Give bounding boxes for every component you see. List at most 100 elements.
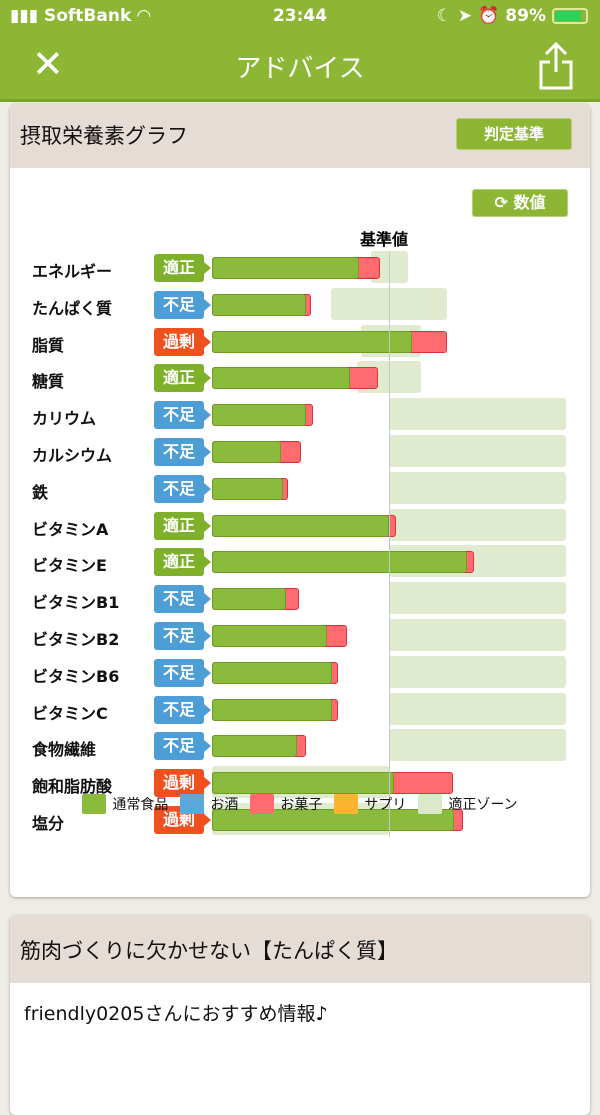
reference-line bbox=[389, 252, 390, 837]
food-bar bbox=[212, 514, 389, 537]
adequate-zone bbox=[389, 508, 566, 541]
nutrient-label: ビタミンC bbox=[32, 703, 108, 723]
article-title: 筋肉づくりに欠かせない【たんぱく質】 bbox=[20, 939, 398, 963]
nutrient-row: エネルギー 適正 bbox=[10, 251, 590, 283]
food-bar bbox=[212, 809, 455, 831]
legend-swatch bbox=[334, 794, 359, 814]
location-icon: ➤ bbox=[457, 6, 473, 26]
carrier: ▮▮▮ SoftBank ◠ bbox=[10, 6, 151, 26]
refresh-icon: ⟳ bbox=[494, 193, 508, 212]
food-bar bbox=[212, 698, 333, 721]
status-badge: 不足 bbox=[154, 438, 211, 466]
legend-swatch bbox=[82, 794, 107, 814]
nutrient-row: 飽和脂肪酸 過剰 bbox=[10, 766, 590, 799]
nutrient-row: ビタミンB6 不足 bbox=[10, 655, 590, 688]
status-badge: 不足 bbox=[154, 695, 211, 724]
food-bar bbox=[212, 735, 297, 758]
legend-label: 通常食品 bbox=[112, 797, 169, 813]
clock: 23:44 bbox=[272, 6, 328, 26]
food-bar bbox=[212, 293, 306, 316]
nutrient-label: 食物繊維 bbox=[32, 740, 97, 760]
criteria-button[interactable]: 判定基準 bbox=[456, 118, 572, 150]
values-button-label: 数値 bbox=[513, 193, 546, 212]
nutrient-label: 脂質 bbox=[32, 335, 65, 355]
nutrient-row: ビタミンC 不足 bbox=[10, 692, 590, 725]
food-bar bbox=[212, 367, 351, 390]
alarm-icon: ⏰ bbox=[478, 6, 500, 26]
values-toggle-button[interactable]: ⟳ 数値 bbox=[472, 189, 568, 217]
legend: 通常食品 お酒 お菓子 サプリ 適正ゾーン bbox=[10, 794, 590, 814]
legend-item: サプリ bbox=[334, 794, 406, 814]
food-bar bbox=[212, 441, 282, 463]
status-badge: 適正 bbox=[154, 548, 211, 577]
status-badge: 不足 bbox=[154, 474, 211, 503]
adequate-zone bbox=[389, 619, 566, 651]
nutrient-label: カルシウム bbox=[32, 446, 113, 465]
adequate-zone bbox=[389, 435, 566, 467]
reference-label: 基準値 bbox=[360, 230, 409, 249]
status-badge: 適正 bbox=[154, 254, 211, 282]
adequate-zone bbox=[389, 692, 566, 725]
share-icon[interactable] bbox=[538, 40, 574, 90]
nutrient-graph-card: 摂取栄養素グラフ 判定基準 ⟳ 数値 基準値 エネルギー 適正 たんぱく質 不足… bbox=[10, 104, 590, 897]
legend-item: 適正ゾーン bbox=[418, 794, 518, 814]
page-title: アドバイス bbox=[235, 54, 365, 84]
nutrient-row: 糖質 適正 bbox=[10, 361, 590, 394]
nutrient-row: ビタミンE 適正 bbox=[10, 545, 590, 578]
wifi-icon: ◠ bbox=[137, 6, 151, 26]
status-badge: 不足 bbox=[154, 290, 211, 319]
legend-label: サプリ bbox=[364, 797, 407, 813]
legend-item: 通常食品 bbox=[82, 794, 168, 814]
food-bar bbox=[212, 588, 287, 611]
nutrient-row: 鉄 不足 bbox=[10, 471, 590, 504]
status-badge: 過剰 bbox=[154, 327, 211, 356]
moon-icon: ☾ bbox=[436, 6, 452, 26]
status-badge: 適正 bbox=[154, 364, 211, 393]
carrier-name: SoftBank bbox=[43, 6, 132, 26]
nutrient-row: ビタミンA 適正 bbox=[10, 508, 590, 541]
adequate-zone bbox=[389, 398, 566, 431]
nutrient-row: ビタミンB1 不足 bbox=[10, 582, 590, 615]
status-badge: 不足 bbox=[154, 585, 211, 614]
close-button[interactable]: ✕ bbox=[32, 42, 64, 86]
food-bar bbox=[212, 330, 412, 353]
legend-item: お酒 bbox=[180, 794, 238, 814]
nutrient-label: 糖質 bbox=[32, 372, 65, 392]
battery-percent: 89% bbox=[505, 6, 546, 26]
battery-icon bbox=[552, 8, 588, 24]
nutrient-label: カリウム bbox=[32, 409, 97, 429]
food-bar bbox=[212, 257, 359, 279]
adequate-zone bbox=[389, 729, 566, 762]
graph-title: 摂取栄養素グラフ bbox=[20, 124, 188, 148]
status-badge: 不足 bbox=[154, 622, 211, 650]
legend-item: お菓子 bbox=[250, 794, 322, 814]
nutrient-label: ビタミンB1 bbox=[32, 593, 120, 613]
status-badge: 不足 bbox=[154, 401, 211, 430]
nutrient-label: 塩分 bbox=[32, 814, 65, 833]
nutrient-label: 鉄 bbox=[32, 482, 49, 502]
nutrient-label: ビタミンE bbox=[32, 556, 107, 576]
article-card[interactable]: 筋肉づくりに欠かせない【たんぱく質】 friendly0205さんにおすすめ情報… bbox=[10, 915, 590, 1115]
legend-swatch bbox=[418, 794, 443, 814]
legend-swatch bbox=[250, 794, 275, 814]
adequate-zone bbox=[389, 655, 566, 688]
status-badge: 過剰 bbox=[154, 769, 211, 798]
status-badge: 適正 bbox=[154, 511, 211, 540]
food-bar bbox=[212, 551, 467, 574]
adequate-zone bbox=[330, 287, 448, 320]
nutrient-label: 飽和脂肪酸 bbox=[32, 777, 113, 797]
legend-label: 適正ゾーン bbox=[448, 797, 518, 813]
adequate-zone bbox=[389, 471, 566, 504]
nutrient-label: エネルギー bbox=[32, 262, 113, 281]
article-subtitle: friendly0205さんにおすすめ情報♪ bbox=[24, 1003, 328, 1025]
app-header: ▮▮▮ SoftBank ◠ 23:44 ☾ ➤ ⏰ 89% ✕ アドバイス bbox=[0, 0, 600, 102]
nutrient-row: 食物繊維 不足 bbox=[10, 729, 590, 762]
food-bar bbox=[212, 625, 328, 647]
nutrient-row: カルシウム 不足 bbox=[10, 435, 590, 467]
nutrient-label: ビタミンB6 bbox=[32, 666, 120, 686]
nutrient-row: ビタミンB2 不足 bbox=[10, 619, 590, 651]
nutrient-label: たんぱく質 bbox=[32, 298, 113, 318]
food-bar bbox=[212, 477, 283, 500]
legend-label: お菓子 bbox=[280, 797, 323, 813]
food-bar bbox=[212, 772, 395, 795]
